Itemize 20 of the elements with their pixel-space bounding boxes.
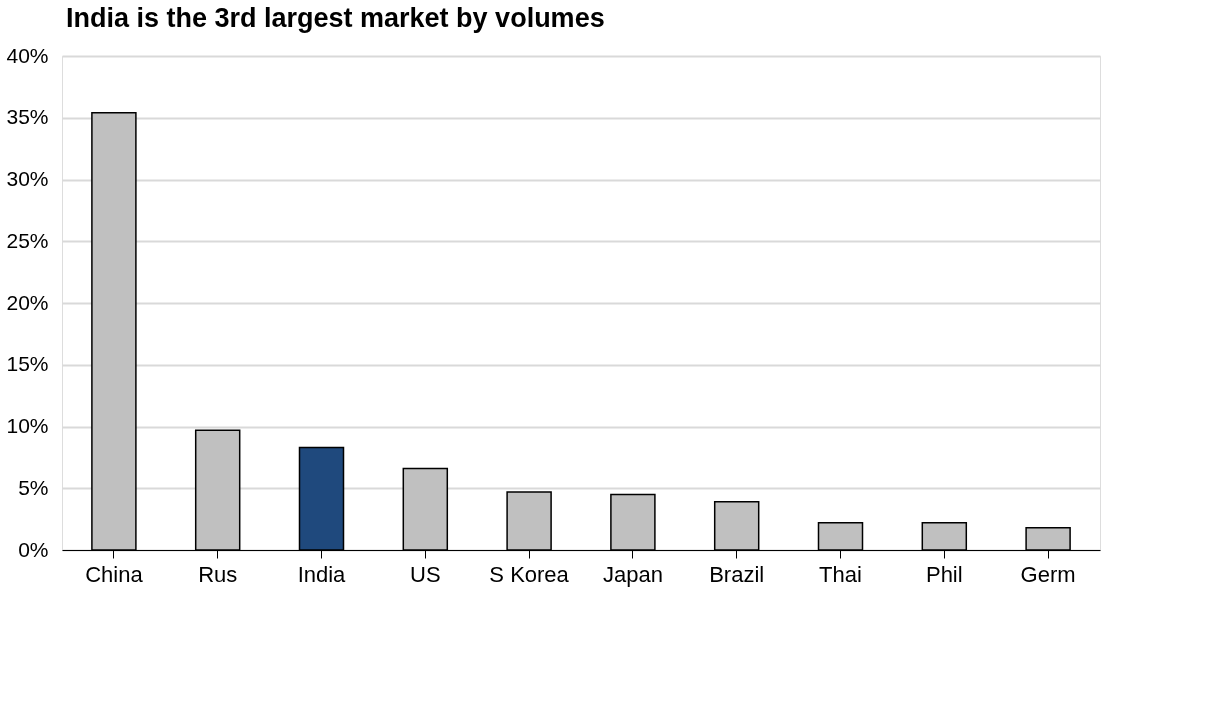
y-tick-label: 30% (6, 167, 49, 190)
y-tick-label: 25% (6, 228, 49, 252)
x-tick-label: Phil (925, 561, 963, 587)
y-tick-label: 35% (6, 105, 49, 129)
y-tick-label: 10% (6, 414, 49, 437)
y-tick-label: 0% (18, 537, 49, 561)
y-tick-label: 20% (6, 290, 49, 314)
x-tick-label: Thai (819, 561, 862, 587)
x-tick-label: US (410, 561, 441, 587)
y-tick-label: 40% (6, 43, 49, 67)
y-tick-label: 15% (6, 352, 49, 376)
x-tick-label: Germ (1020, 561, 1076, 587)
x-tick-label: Rus (198, 561, 238, 587)
x-tick-label: S Korea (489, 561, 570, 587)
y-tick-label: 5% (18, 475, 49, 499)
x-tick-label: Brazil (709, 561, 765, 587)
x-tick-label: Japan (602, 561, 663, 587)
x-tick-label: China (85, 561, 144, 587)
chart-title: India is the 3rd largest market by volumes (65, 3, 605, 33)
x-tick-label: India (297, 561, 347, 587)
